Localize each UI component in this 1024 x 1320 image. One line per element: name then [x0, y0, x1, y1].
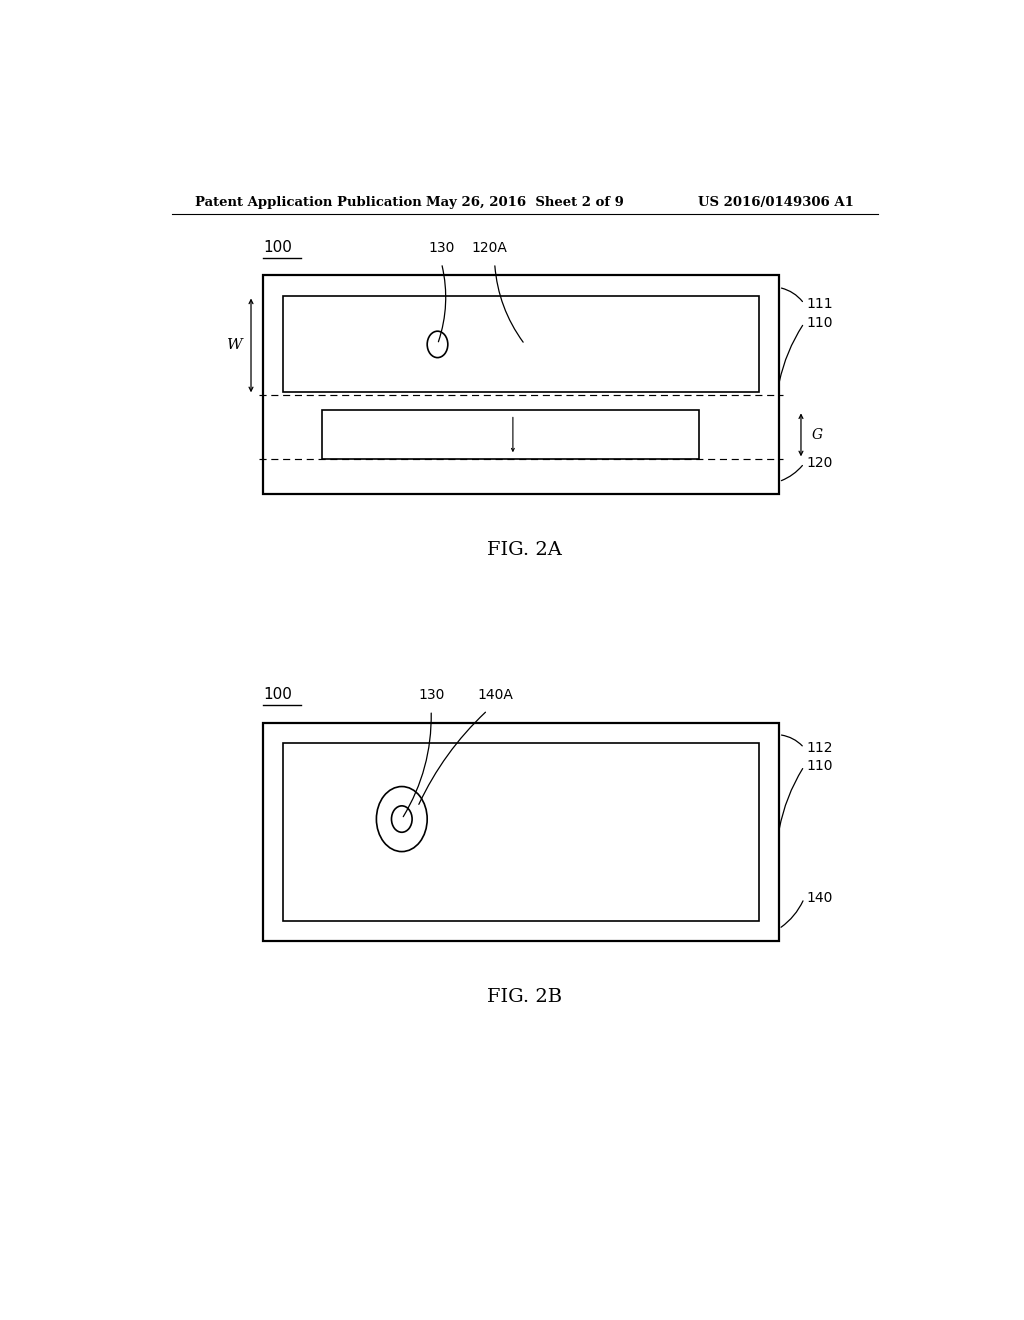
Text: 130: 130 — [418, 688, 444, 702]
Text: 100: 100 — [263, 240, 292, 255]
Bar — [263, 722, 779, 941]
Circle shape — [377, 787, 427, 851]
Text: 111: 111 — [807, 297, 834, 310]
Bar — [283, 296, 759, 392]
Text: US 2016/0149306 A1: US 2016/0149306 A1 — [698, 195, 854, 209]
Text: 110: 110 — [807, 759, 834, 774]
Text: 120: 120 — [807, 457, 833, 470]
Text: W: W — [227, 338, 243, 352]
Circle shape — [427, 331, 447, 358]
Text: Patent Application Publication: Patent Application Publication — [196, 195, 422, 209]
Text: G: G — [812, 428, 823, 442]
Circle shape — [391, 805, 412, 833]
Bar — [323, 411, 699, 459]
Text: 100: 100 — [263, 688, 292, 702]
Text: 140A: 140A — [477, 688, 513, 702]
Text: 120A: 120A — [471, 242, 507, 255]
Text: 130: 130 — [428, 242, 455, 255]
Text: May 26, 2016  Sheet 2 of 9: May 26, 2016 Sheet 2 of 9 — [426, 195, 624, 209]
Text: 110: 110 — [807, 315, 834, 330]
Bar — [283, 743, 759, 921]
Text: 112: 112 — [807, 741, 834, 755]
Text: FIG. 2B: FIG. 2B — [487, 987, 562, 1006]
Text: FIG. 2A: FIG. 2A — [487, 541, 562, 558]
Bar — [263, 276, 779, 494]
Text: 140: 140 — [807, 891, 833, 906]
